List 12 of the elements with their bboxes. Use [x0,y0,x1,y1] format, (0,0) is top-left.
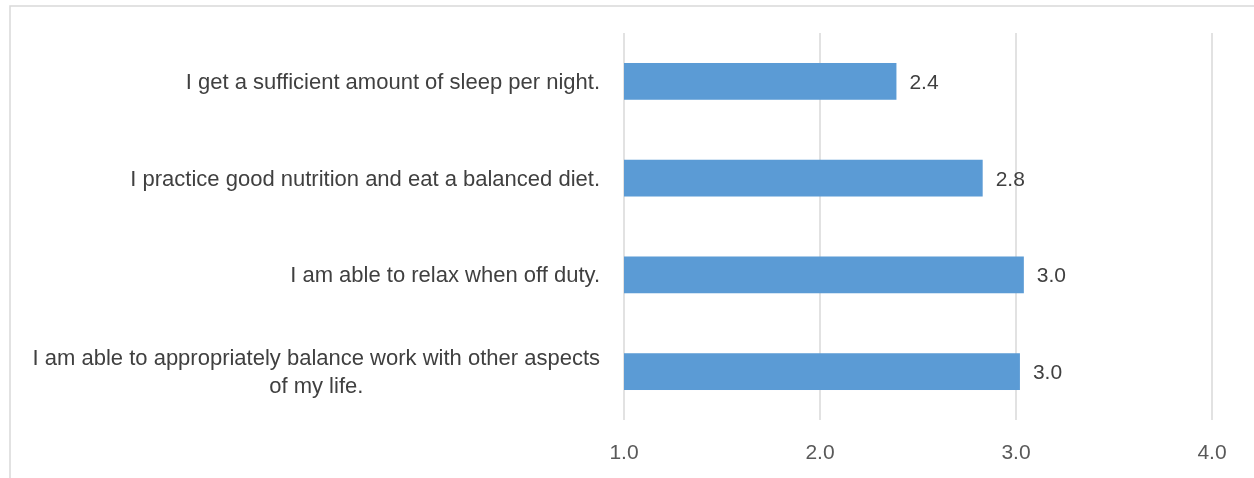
x-tick-label: 1.0 [609,439,639,463]
x-tick-label: 3.0 [1001,439,1031,463]
data-label: 2.4 [909,69,939,93]
x-tick-label: 2.0 [805,439,835,463]
data-label: 2.8 [995,166,1025,190]
y-tick-label: I am able to relax when off duty. [290,262,600,288]
data-label: 3.0 [1036,263,1067,287]
y-tick-label: I am able to appropriately balance work with other aspects of my life. [32,345,600,399]
y-tick-label: I practice good nutrition and eat a balanced diet. [130,165,600,191]
y-tick-label: I get a sufficient amount of sleep per night. [185,68,600,94]
x-tick-label: 4.0 [1197,439,1227,463]
data-label: 3.0 [1032,360,1063,384]
